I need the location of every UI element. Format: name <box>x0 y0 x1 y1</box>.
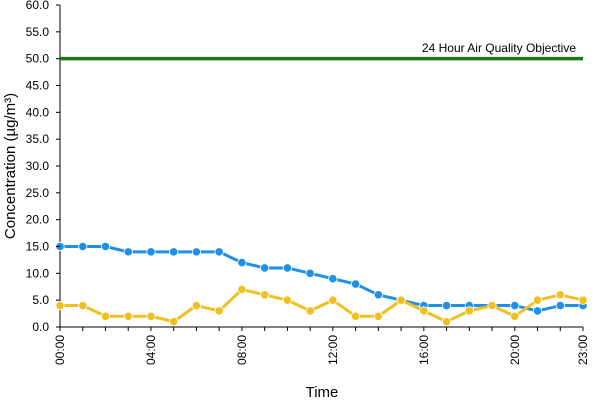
x-tick-label: 12:00 <box>326 335 340 365</box>
series-1-point <box>191 247 202 257</box>
y-tick-label: 55.0 <box>26 25 50 39</box>
series-2-point <box>351 311 361 321</box>
series-2-point <box>464 306 474 316</box>
x-tick-label: 23:00 <box>576 335 590 365</box>
series-1-line <box>58 245 585 313</box>
series-1-point <box>441 300 452 311</box>
series-1-point <box>78 241 88 252</box>
x-tick-label: 04:00 <box>144 335 158 365</box>
plot-area <box>55 5 588 328</box>
y-tick-label: 10.0 <box>26 266 50 280</box>
series-1-point <box>532 306 543 316</box>
series-1-point <box>328 274 338 284</box>
y-tick-label: 35.0 <box>26 132 50 146</box>
x-axis-title: Time <box>306 384 339 400</box>
y-tick-label: 5.0 <box>32 293 49 307</box>
series-2-point <box>396 295 406 305</box>
x-tick-label: 16:00 <box>417 335 431 365</box>
series-2-point <box>146 311 156 321</box>
series-2-point <box>487 300 497 311</box>
series-1-point <box>100 241 111 252</box>
y-tick-label: 40.0 <box>26 105 50 119</box>
series-2-point <box>282 295 292 305</box>
y-axis-title: Concentration (µg/m³) <box>2 93 19 239</box>
y-axis-ticks: 0.0 5.0 10.0 15.0 20.0 25.0 30.0 35.0 40.0 45.0 50… <box>26 0 60 334</box>
series-2-point <box>532 295 543 305</box>
series-2-point <box>237 284 247 295</box>
y-tick-label: 20.0 <box>26 213 50 227</box>
y-tick-label: 45.0 <box>26 79 50 93</box>
y-tick-label: 60.0 <box>26 0 50 12</box>
series-2-point <box>214 306 224 316</box>
y-tick-label: 25.0 <box>26 186 50 200</box>
y-tick-label: 15.0 <box>26 240 50 254</box>
series-1-point <box>237 257 247 268</box>
series-1-point <box>555 300 565 311</box>
series-2-point <box>123 311 133 321</box>
x-tick-label: 00:00 <box>53 335 67 365</box>
x-axis-ticks: 00:00 04:00 08:00 12:00 16:00 20:00 23:00 <box>53 327 590 365</box>
y-tick-label: 30.0 <box>26 159 50 173</box>
series-1-point <box>146 247 156 257</box>
series-2-point <box>169 317 179 327</box>
series-2-point <box>441 317 452 327</box>
series-2-point <box>100 311 111 321</box>
series-2-point <box>191 300 202 311</box>
series-1-point <box>510 300 520 311</box>
series-2-point <box>419 306 429 316</box>
series-2-point <box>260 290 270 300</box>
series-1-point <box>260 263 270 273</box>
series-1-point <box>123 247 133 257</box>
series-2-point <box>328 295 338 305</box>
series-2-point <box>78 300 88 311</box>
reference-line-label: 24 Hour Air Quality Objective <box>422 41 576 55</box>
series-1-point <box>373 290 383 300</box>
series-1-point <box>351 279 361 289</box>
series-1-point <box>282 263 292 273</box>
series-2-point <box>510 311 520 321</box>
series-1-point <box>214 247 224 257</box>
y-tick-label: 0.0 <box>32 320 49 334</box>
series-1-point <box>305 268 315 278</box>
series-1-point <box>169 247 179 257</box>
series-2-point <box>555 290 565 300</box>
series-2 <box>55 284 588 327</box>
series-2-point <box>373 311 383 321</box>
series-2-point <box>305 306 315 316</box>
y-tick-label: 50.0 <box>26 52 50 66</box>
x-tick-label: 08:00 <box>235 335 249 365</box>
x-tick-label: 20:00 <box>508 335 522 365</box>
series-2-point <box>578 295 588 305</box>
series-2-point <box>55 300 65 311</box>
